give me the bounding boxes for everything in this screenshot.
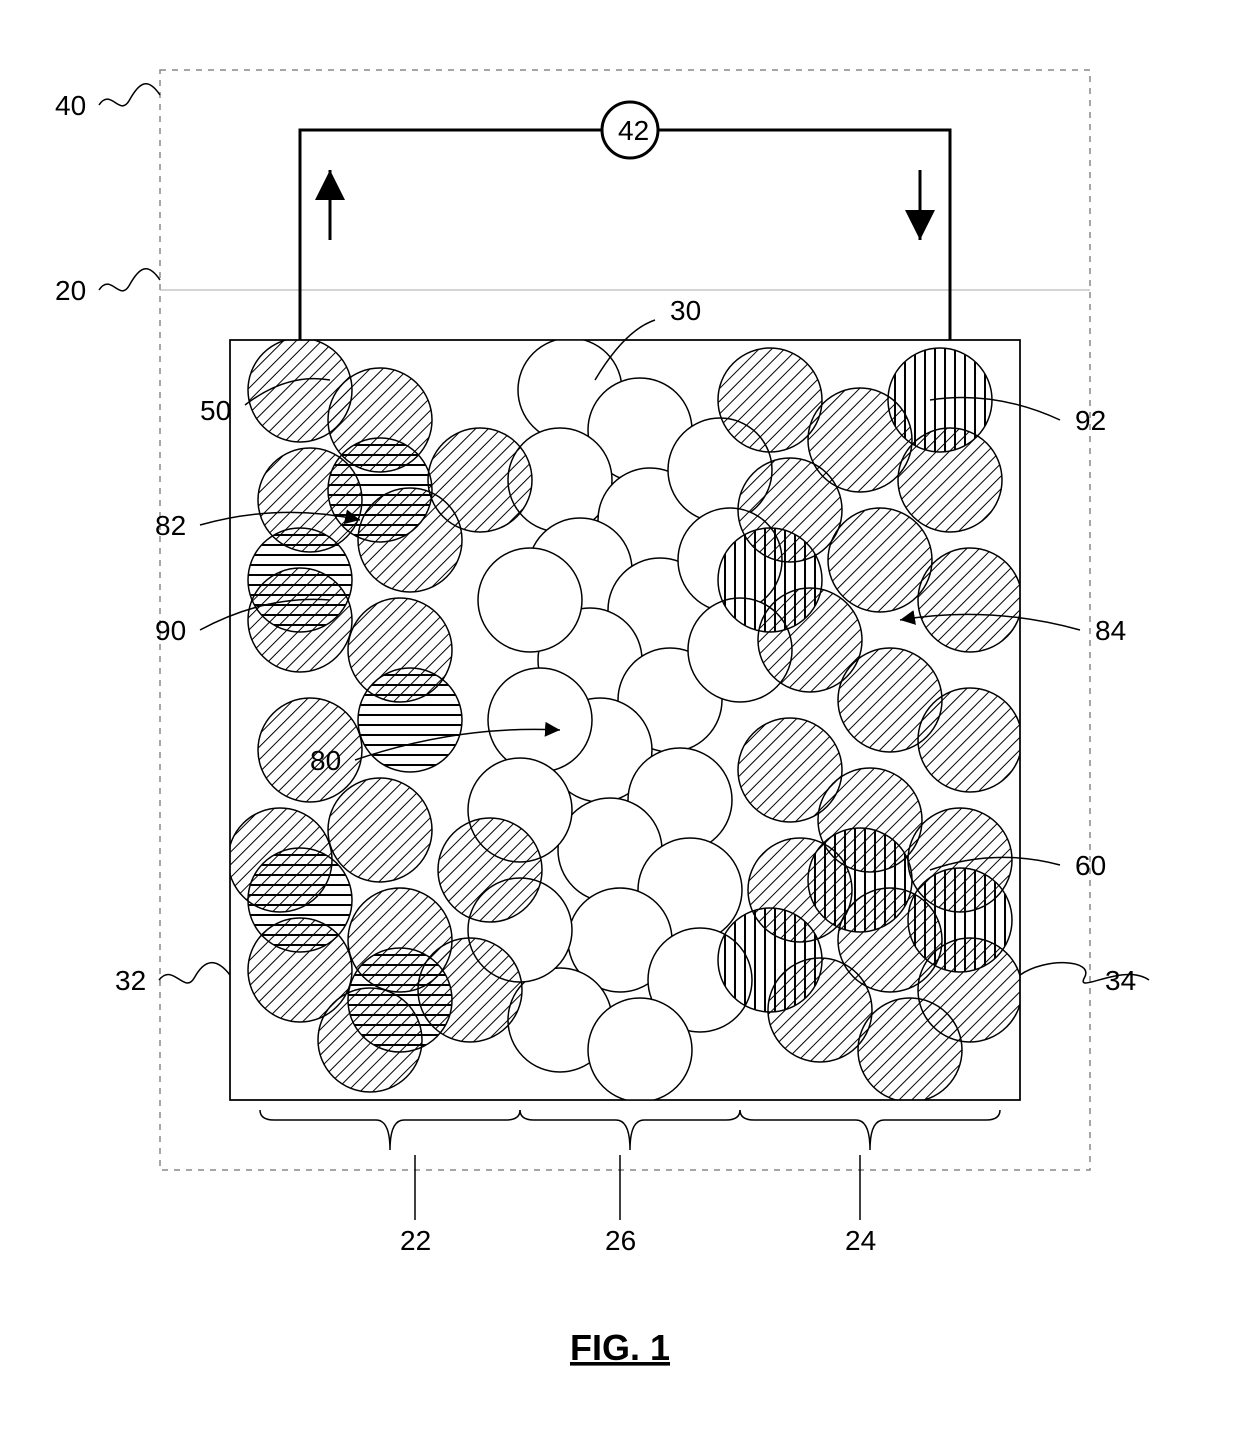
particle-plain [588,998,692,1102]
particle-diag [718,348,822,452]
figure-label: FIG. 1 [570,1327,670,1368]
particle-diag [328,368,432,472]
particle-field [228,338,1022,1102]
particle-diag [418,938,522,1042]
particle-diag [898,428,1002,532]
label-60: 60 [1075,850,1106,881]
label-26: 26 [605,1225,636,1256]
particle-diag [248,568,352,672]
label-84: 84 [1095,615,1126,646]
label-80: 80 [310,745,341,776]
leader-40 [99,84,160,106]
particle-diag [828,508,932,612]
particle-diag [748,838,852,942]
particle-diag [428,428,532,532]
label-90: 90 [155,615,186,646]
particle-diag [738,458,842,562]
particle-diag [438,818,542,922]
label-24: 24 [845,1225,876,1256]
particle-diag [348,598,452,702]
particle-plain [488,668,592,772]
brace-2 [740,1110,1000,1150]
label-82: 82 [155,510,186,541]
particle-diag [918,548,1022,652]
label-42: 42 [618,115,649,146]
wire-right [658,130,950,340]
label-34: 34 [1105,965,1136,996]
particle-diag [228,808,332,912]
brace-0 [260,1110,520,1150]
particle-diag [918,688,1022,792]
particle-diag [768,958,872,1062]
label-32: 32 [115,965,146,996]
particle-diag [318,988,422,1092]
particle-diag [908,808,1012,912]
particle-plain [478,548,582,652]
label-92: 92 [1075,405,1106,436]
label-50: 50 [200,395,231,426]
particle-diag [328,778,432,882]
label-40: 40 [55,90,86,121]
label-20: 20 [55,275,86,306]
particle-diag [858,998,962,1102]
particle-diag [258,448,362,552]
figure-1: 40 20 42 30 50 82 90 80 32 92 84 60 34 22 26 24 FIG. 1 [0,0,1240,1440]
wire-left [300,130,602,340]
leader-20 [99,269,160,291]
brace-1 [520,1110,740,1150]
label-30: 30 [670,295,701,326]
label-22: 22 [400,1225,431,1256]
leader-32 [159,963,230,983]
